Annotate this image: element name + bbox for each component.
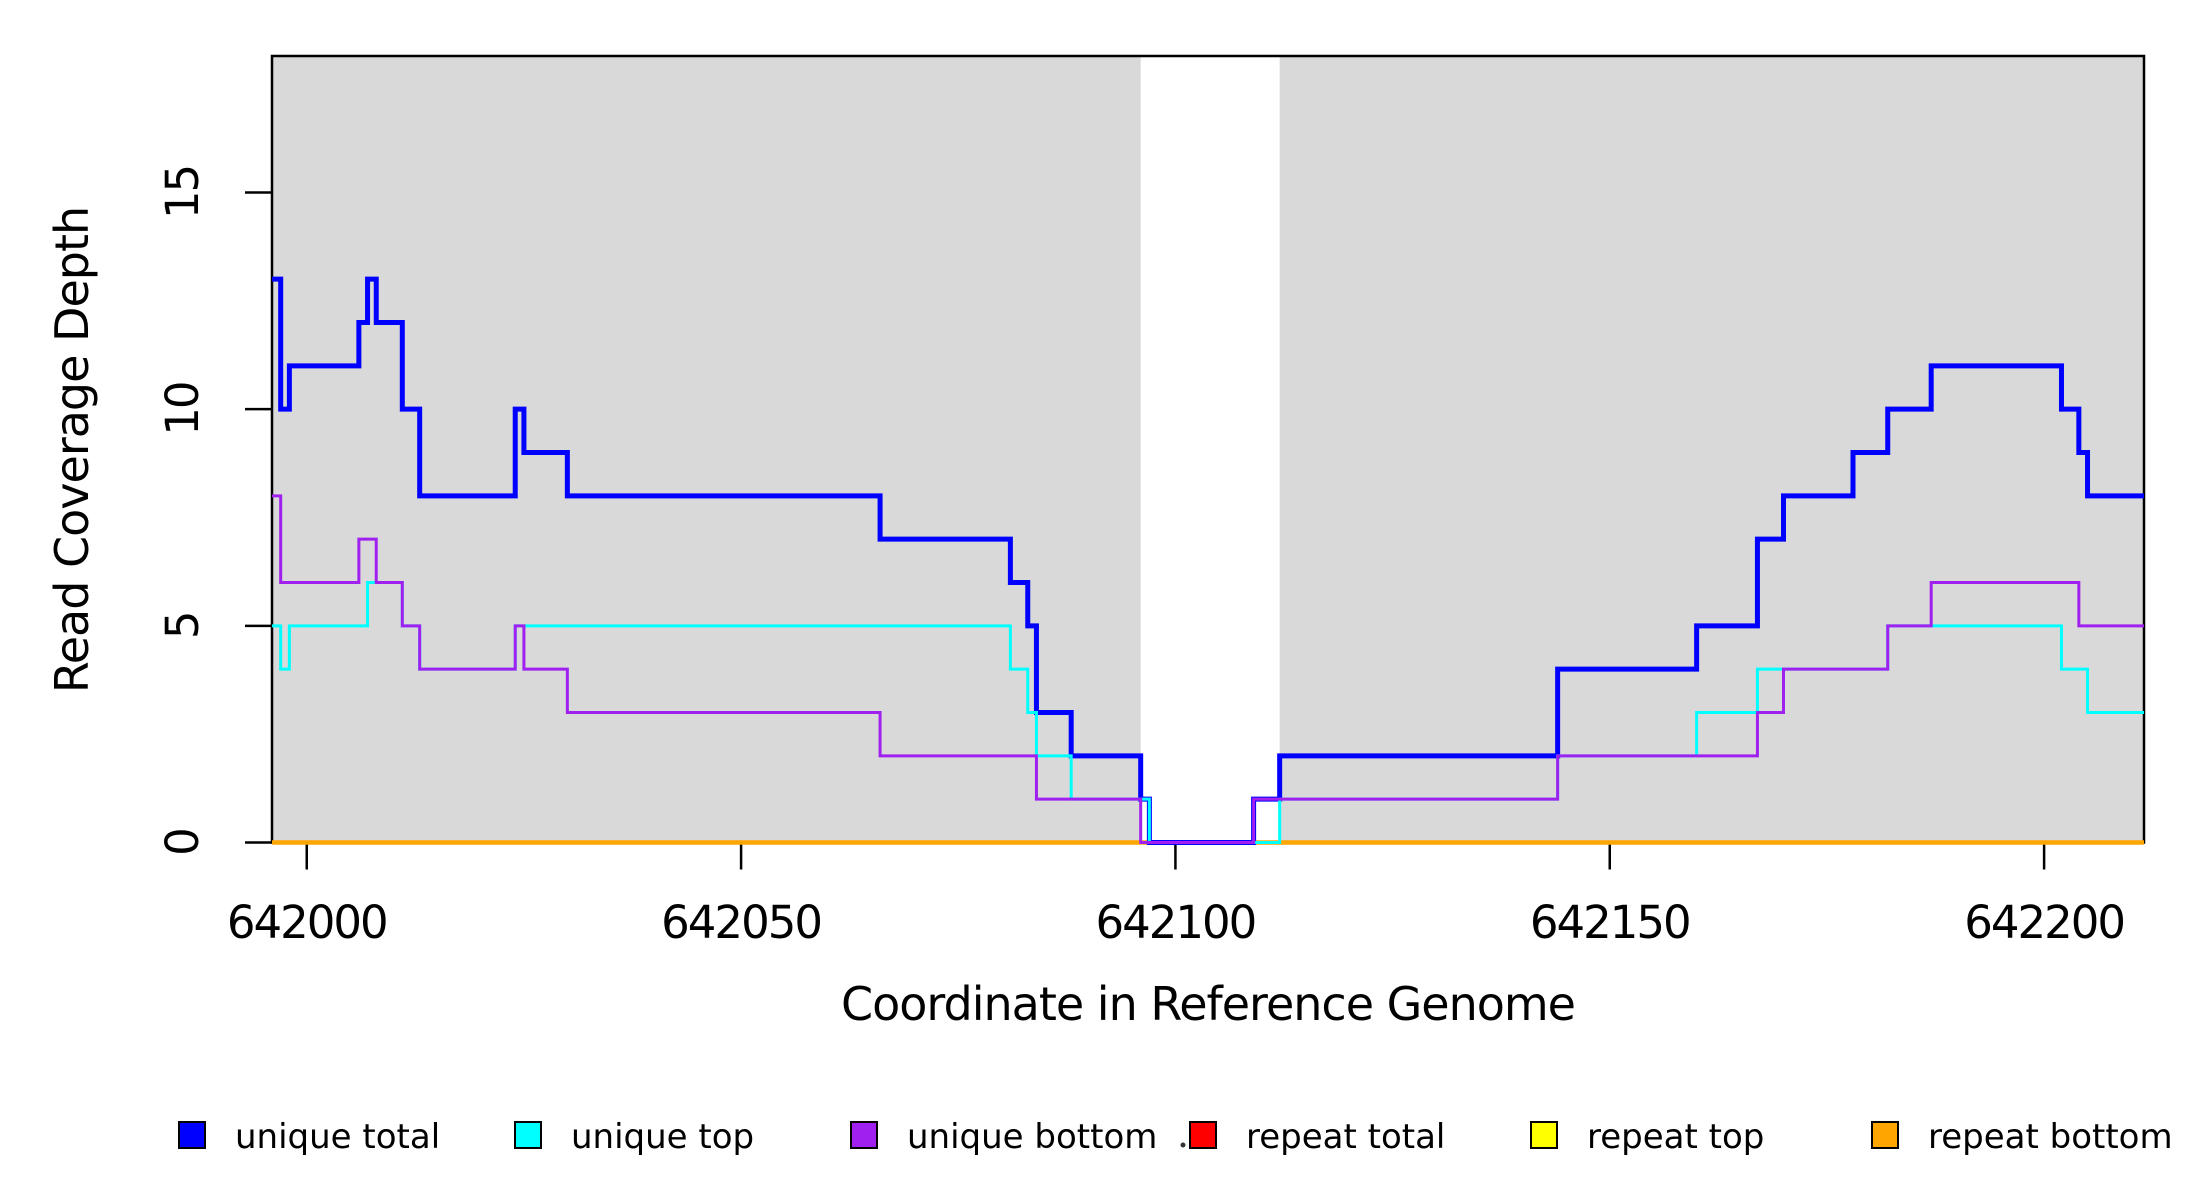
legend-item-repeat-bottom: repeat bottom [1871,1117,2173,1157]
shaded-bands [272,56,2144,843]
data-series [272,276,2144,845]
x-tick-label: 642100 [1096,896,1256,949]
legend-item-repeat-top: repeat top [1530,1117,1764,1157]
legend-swatch [1871,1121,1899,1149]
legend-swatch [178,1121,206,1149]
x-tick-label: 642000 [227,896,387,949]
legend-item-unique-total: unique total [178,1117,440,1157]
x-tick-label: 642150 [1530,896,1690,949]
legend-label: repeat top [1587,1117,1764,1157]
legend-item-unique-top: unique top [514,1117,754,1157]
shaded-band [1279,56,2144,843]
legend-label: unique bottom [907,1117,1157,1157]
stray-dot [1180,1142,1186,1148]
legend-label: unique total [235,1117,440,1157]
legend-label: unique top [571,1117,754,1157]
legend-label: repeat total [1246,1117,1445,1157]
shaded-band [272,56,1141,843]
x-axis-title: Coordinate in Reference Genome [841,977,1575,1031]
y-axis-title: Read Coverage Depth [45,207,99,693]
legend-swatch [1189,1121,1217,1149]
legend-item-unique-bottom: unique bottom [850,1117,1157,1157]
x-tick-label: 642200 [1964,896,2124,949]
series-unique-total-line [272,276,2144,845]
y-tick-label: 10 [156,383,209,436]
y-tick-label: 15 [156,166,209,219]
legend-label: repeat bottom [1928,1117,2173,1157]
series-unique-bottom-line [272,494,2144,844]
x-tick-label: 642050 [661,896,821,949]
legend-swatch [514,1121,542,1149]
legend-item-repeat-total: repeat total [1189,1117,1445,1157]
legend-swatch [850,1121,878,1149]
y-tick-label: 5 [156,613,209,640]
legend-swatch [1530,1121,1558,1149]
y-tick-label: 0 [156,829,209,856]
legend: unique total unique top unique bottom repea… [178,1117,2173,1157]
